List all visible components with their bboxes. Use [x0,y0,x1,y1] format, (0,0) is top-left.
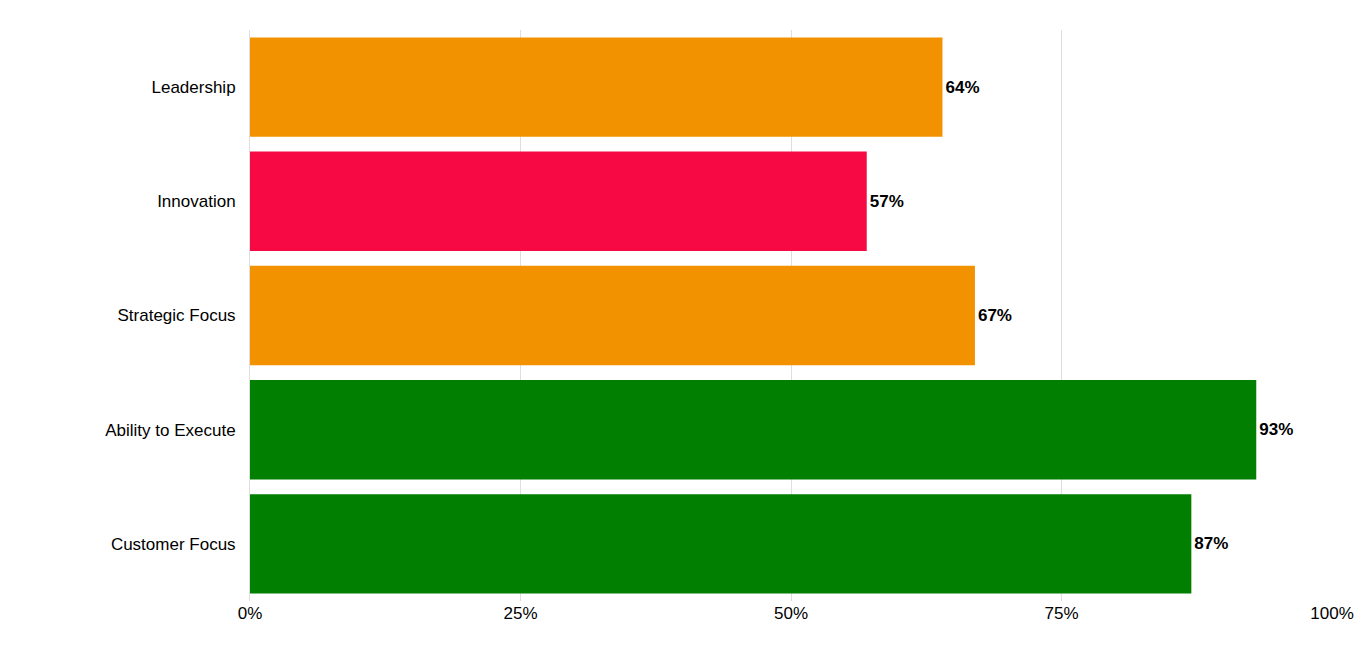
svg-text:50%: 50% [774,604,808,623]
svg-text:Leadership: Leadership [151,78,235,97]
svg-text:25%: 25% [503,604,537,623]
svg-text:67%: 67% [978,306,1012,325]
svg-text:Customer Focus: Customer Focus [111,535,236,554]
svg-text:75%: 75% [1044,604,1078,623]
svg-text:93%: 93% [1259,420,1293,439]
svg-text:Strategic Focus: Strategic Focus [117,306,235,325]
svg-text:Ability to Execute: Ability to Execute [105,421,235,440]
svg-text:0%: 0% [238,604,263,623]
svg-text:100%: 100% [1310,604,1353,623]
svg-text:87%: 87% [1194,534,1228,553]
svg-text:64%: 64% [945,78,979,97]
svg-text:57%: 57% [870,192,904,211]
svg-text:Innovation: Innovation [157,192,235,211]
